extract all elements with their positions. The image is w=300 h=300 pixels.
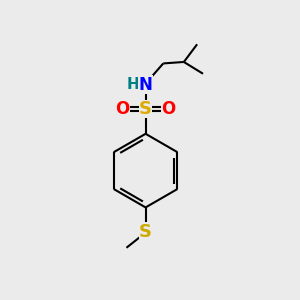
Text: H: H xyxy=(126,77,139,92)
Text: O: O xyxy=(116,100,130,118)
Text: S: S xyxy=(139,100,152,118)
Text: N: N xyxy=(139,76,152,94)
Text: O: O xyxy=(161,100,176,118)
Text: S: S xyxy=(139,223,152,241)
